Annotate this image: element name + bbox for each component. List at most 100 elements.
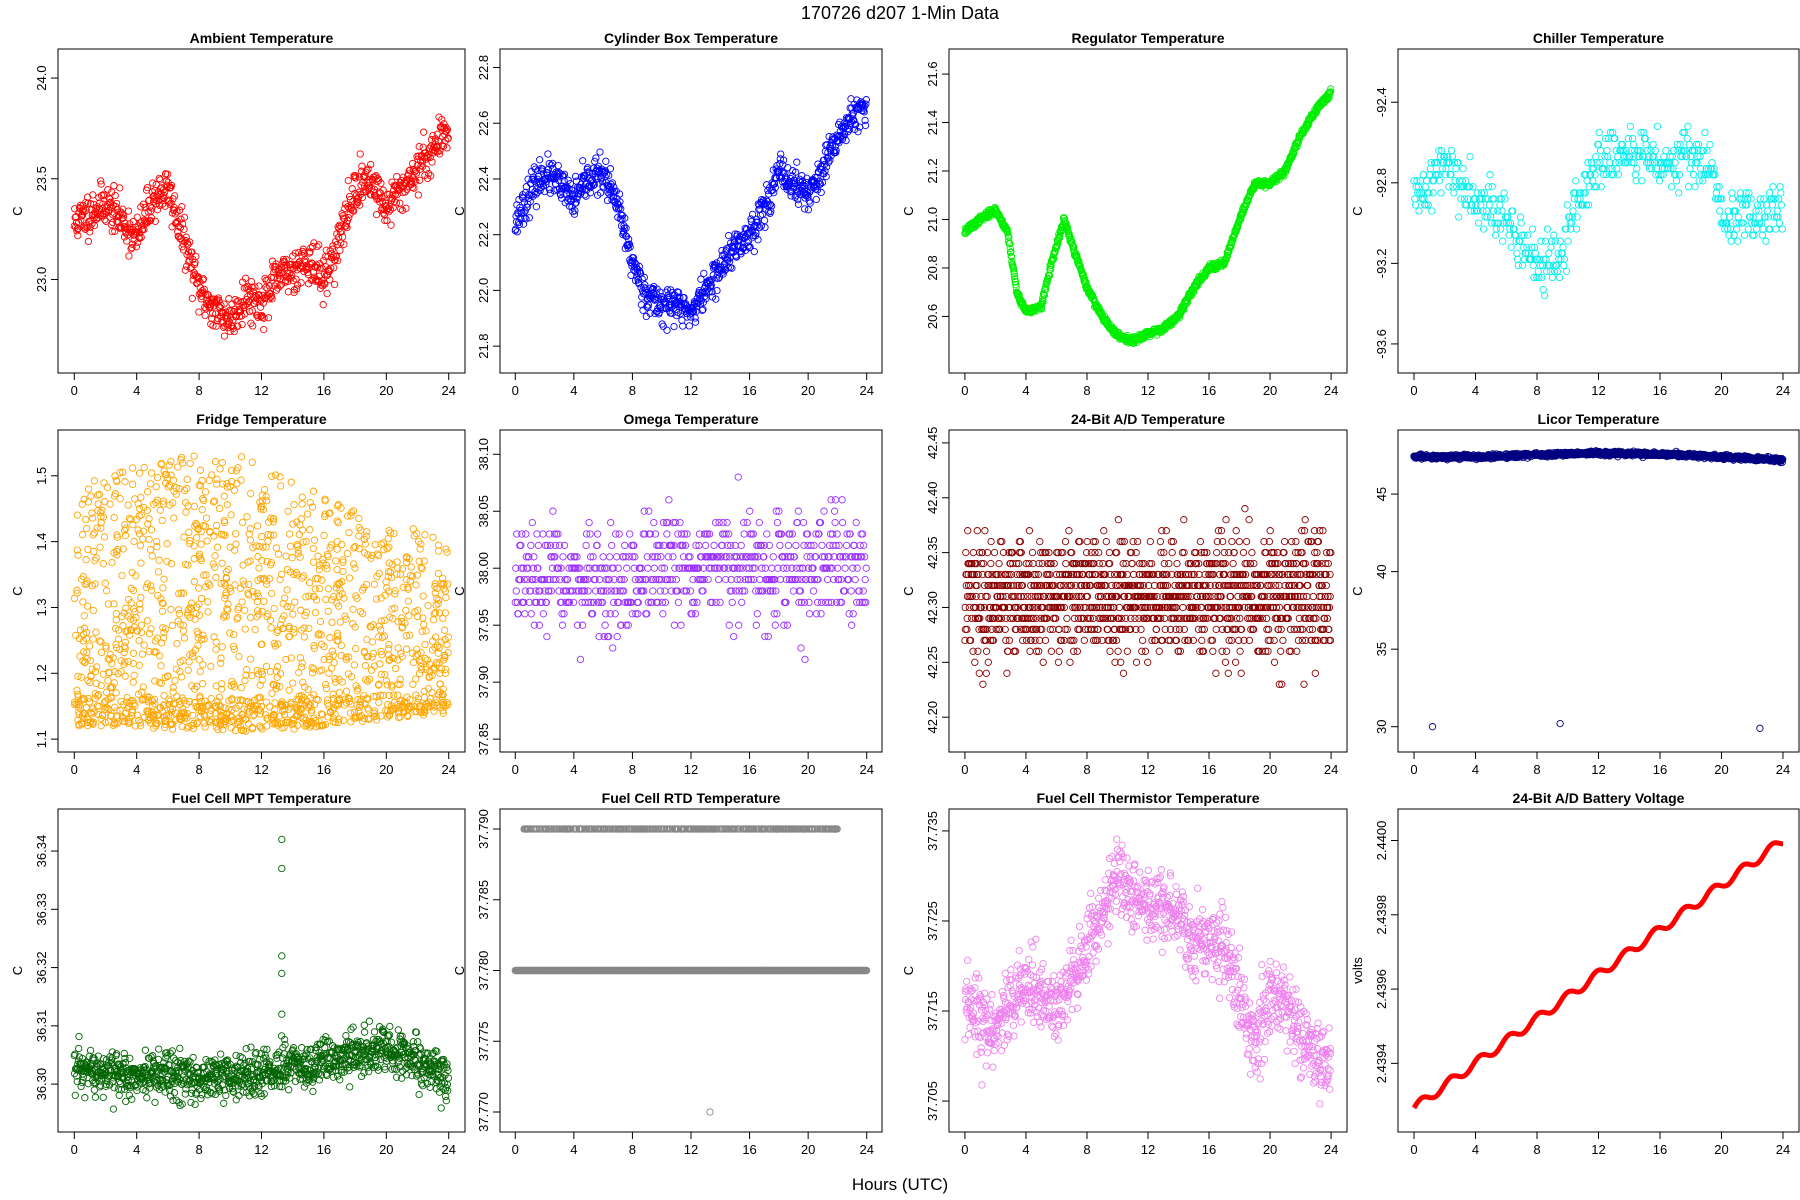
data-point	[442, 545, 450, 553]
data-point	[1667, 183, 1676, 191]
data-point	[169, 499, 177, 507]
data-point	[272, 667, 280, 675]
data-point	[211, 457, 220, 466]
data-point	[1666, 152, 1674, 161]
data-point	[1675, 171, 1684, 179]
plot-frame	[948, 48, 1348, 374]
data-point	[608, 179, 617, 187]
data-point	[180, 533, 188, 541]
data-point	[186, 238, 194, 246]
data-point	[1626, 122, 1635, 131]
data-point	[186, 613, 194, 622]
data-point	[385, 651, 393, 659]
data-point	[1609, 171, 1618, 179]
data-point	[145, 629, 154, 638]
data-point	[1500, 189, 1508, 197]
x-tick-label: 4	[1022, 383, 1029, 398]
data-point	[177, 215, 185, 223]
data-point	[258, 640, 266, 648]
data-point	[607, 180, 615, 189]
data-point	[746, 243, 754, 251]
data-point	[756, 211, 765, 220]
data-point	[278, 615, 286, 623]
data-point	[1596, 146, 1605, 155]
data-point	[1325, 93, 1333, 101]
data-point	[441, 587, 449, 595]
data-point	[247, 277, 256, 286]
data-point	[431, 633, 440, 641]
data-point	[298, 500, 306, 508]
data-point	[691, 318, 700, 326]
data-point	[1459, 165, 1467, 173]
data-point	[100, 479, 108, 487]
data-point	[1556, 237, 1564, 245]
data-point	[1518, 261, 1527, 270]
data-point	[1763, 207, 1772, 215]
data-point	[571, 207, 579, 215]
data-point	[338, 227, 346, 236]
data-point	[431, 609, 440, 617]
data-point	[1606, 128, 1615, 137]
data-point	[229, 642, 238, 650]
data-point	[418, 565, 426, 573]
data-point	[179, 246, 188, 254]
data-point	[591, 157, 599, 166]
data-point	[117, 668, 125, 676]
data-point	[310, 691, 318, 699]
data-point	[127, 224, 135, 232]
data-point	[277, 281, 285, 289]
x-tick-label: 0	[961, 383, 968, 398]
data-point	[349, 507, 358, 515]
data-point	[342, 656, 351, 664]
data-point	[571, 172, 580, 181]
data-point	[298, 493, 306, 501]
data-point	[121, 478, 129, 486]
data-point	[1662, 146, 1670, 155]
data-point	[319, 256, 328, 265]
data-point	[314, 552, 322, 560]
x-tick-label: 16	[1202, 383, 1216, 398]
data-point	[116, 645, 124, 654]
data-point	[212, 573, 220, 582]
data-point	[146, 203, 154, 211]
y-tick-label: 1.3	[34, 598, 49, 616]
data-point	[861, 121, 870, 130]
data-point	[1694, 152, 1702, 161]
data-point	[80, 612, 88, 620]
data-point	[329, 242, 337, 250]
data-point	[1727, 237, 1735, 245]
data-point	[220, 300, 228, 308]
data-point	[303, 721, 311, 730]
data-point	[381, 616, 389, 625]
data-point	[205, 701, 213, 710]
data-point	[320, 279, 328, 287]
data-point	[238, 710, 246, 718]
data-point	[790, 176, 799, 184]
data-point	[206, 581, 214, 589]
data-point	[74, 693, 82, 701]
data-point	[1537, 237, 1545, 245]
data-point	[377, 594, 385, 602]
data-point	[1564, 237, 1572, 245]
data-point	[1689, 171, 1698, 179]
data-point	[1682, 152, 1691, 161]
data-point	[326, 276, 334, 284]
data-point	[364, 677, 372, 685]
data-point	[146, 480, 155, 488]
data-point	[293, 518, 301, 526]
x-tick-label: 24	[859, 383, 873, 398]
data-point	[153, 206, 162, 214]
data-point	[99, 560, 107, 568]
data-point	[380, 546, 388, 554]
data-point	[383, 584, 391, 592]
data-point	[175, 484, 183, 493]
data-point	[1703, 146, 1711, 155]
data-point	[171, 716, 180, 724]
data-point	[189, 724, 198, 733]
data-point	[143, 488, 152, 496]
data-point	[155, 556, 163, 564]
data-point	[372, 692, 381, 700]
data-point	[851, 120, 860, 129]
data-point	[184, 609, 192, 617]
